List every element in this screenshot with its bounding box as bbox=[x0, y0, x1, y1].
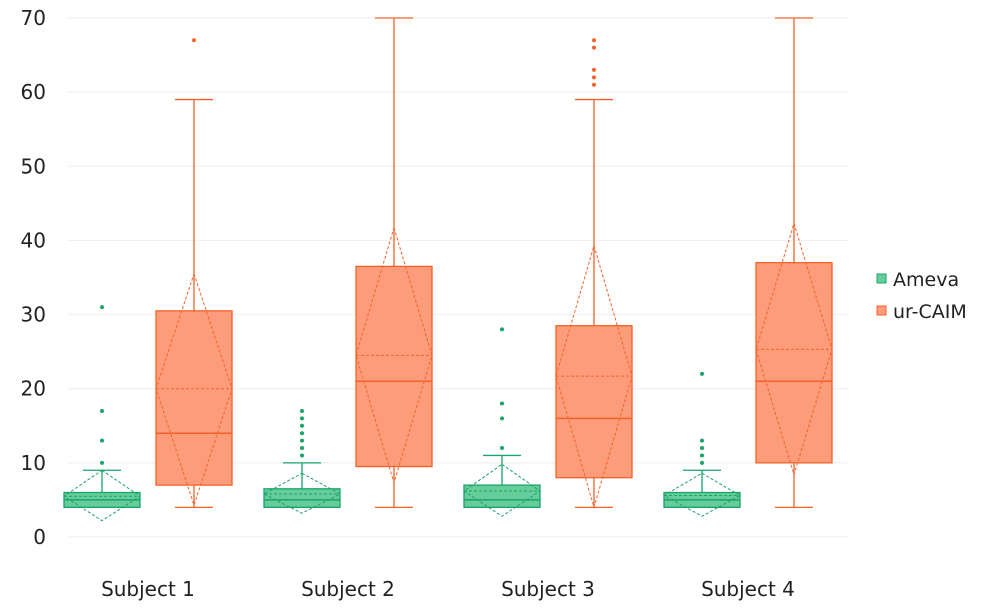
outlier-point bbox=[592, 82, 596, 87]
outlier-point bbox=[700, 446, 704, 451]
sd-diamond bbox=[555, 243, 633, 510]
y-tick-label: 20 bbox=[21, 377, 46, 401]
legend-label: ur-CAIM bbox=[893, 301, 967, 323]
outlier-point bbox=[592, 45, 596, 50]
y-axis: 0 10 20 30 40 50 60 70 bbox=[21, 6, 46, 549]
y-tick-label: 70 bbox=[21, 6, 46, 30]
legend[interactable]: Ameva ur-CAIM bbox=[876, 269, 967, 323]
sd-diamond bbox=[63, 469, 141, 522]
sd-diamond bbox=[262, 472, 342, 514]
outlier-point bbox=[700, 460, 704, 465]
sd-diamond bbox=[155, 272, 233, 507]
y-tick-label: 60 bbox=[21, 80, 46, 104]
y-tick-label: 0 bbox=[33, 525, 46, 549]
x-tick-label: Subject 3 bbox=[501, 577, 595, 601]
outlier-point bbox=[300, 431, 304, 436]
outlier-point bbox=[700, 453, 704, 458]
outlier-point bbox=[592, 38, 596, 43]
sd-diamond bbox=[463, 463, 541, 517]
outlier-point bbox=[300, 438, 304, 443]
outlier-point bbox=[192, 38, 196, 43]
legend-item-ameva[interactable]: Ameva bbox=[876, 269, 959, 291]
x-axis: Subject 1 Subject 2 Subject 3 Subject 4 bbox=[101, 577, 795, 601]
iqr-box bbox=[755, 262, 833, 464]
box bbox=[555, 38, 633, 510]
outlier-point bbox=[300, 423, 304, 428]
y-tick-label: 50 bbox=[21, 154, 46, 178]
series-ameva bbox=[63, 305, 742, 522]
x-tick-label: Subject 2 bbox=[301, 577, 395, 601]
box bbox=[155, 38, 233, 508]
legend-swatch bbox=[876, 305, 887, 316]
outlier-point bbox=[500, 401, 504, 406]
iqr-box bbox=[355, 265, 433, 468]
outlier-point bbox=[100, 460, 104, 465]
sd-diamond bbox=[355, 226, 433, 485]
box-series bbox=[63, 17, 833, 522]
box bbox=[662, 371, 742, 517]
y-tick-label: 30 bbox=[21, 303, 46, 327]
iqr-box bbox=[263, 488, 341, 508]
x-tick-label: Subject 4 bbox=[701, 577, 795, 601]
outlier-point bbox=[592, 67, 596, 72]
outlier-point bbox=[300, 408, 304, 413]
iqr-box bbox=[555, 325, 633, 479]
outlier-point bbox=[500, 446, 504, 451]
box bbox=[355, 17, 433, 508]
x-tick-label: Subject 1 bbox=[101, 577, 195, 601]
outlier-point bbox=[700, 371, 704, 376]
outlier-point bbox=[700, 438, 704, 443]
outlier-point bbox=[300, 416, 304, 421]
sd-diamond bbox=[755, 221, 833, 477]
outlier-point bbox=[300, 453, 304, 458]
iqr-box bbox=[155, 310, 233, 486]
y-tick-label: 40 bbox=[21, 228, 46, 252]
box bbox=[63, 305, 141, 522]
y-tick-label: 10 bbox=[21, 451, 46, 475]
outlier-point bbox=[300, 446, 304, 451]
outlier-point bbox=[100, 408, 104, 413]
box bbox=[463, 327, 541, 517]
series-ur-caim bbox=[155, 17, 833, 510]
legend-item-ur-caim[interactable]: ur-CAIM bbox=[876, 301, 967, 323]
box bbox=[262, 408, 342, 514]
outlier-point bbox=[500, 327, 504, 332]
box bbox=[755, 17, 833, 508]
outlier-point bbox=[592, 75, 596, 80]
legend-label: Ameva bbox=[893, 269, 959, 291]
outlier-point bbox=[500, 416, 504, 421]
outlier-point bbox=[100, 438, 104, 443]
legend-swatch bbox=[876, 273, 887, 284]
sd-diamond bbox=[662, 472, 742, 517]
iqr-box bbox=[463, 484, 541, 508]
outlier-point bbox=[100, 305, 104, 310]
